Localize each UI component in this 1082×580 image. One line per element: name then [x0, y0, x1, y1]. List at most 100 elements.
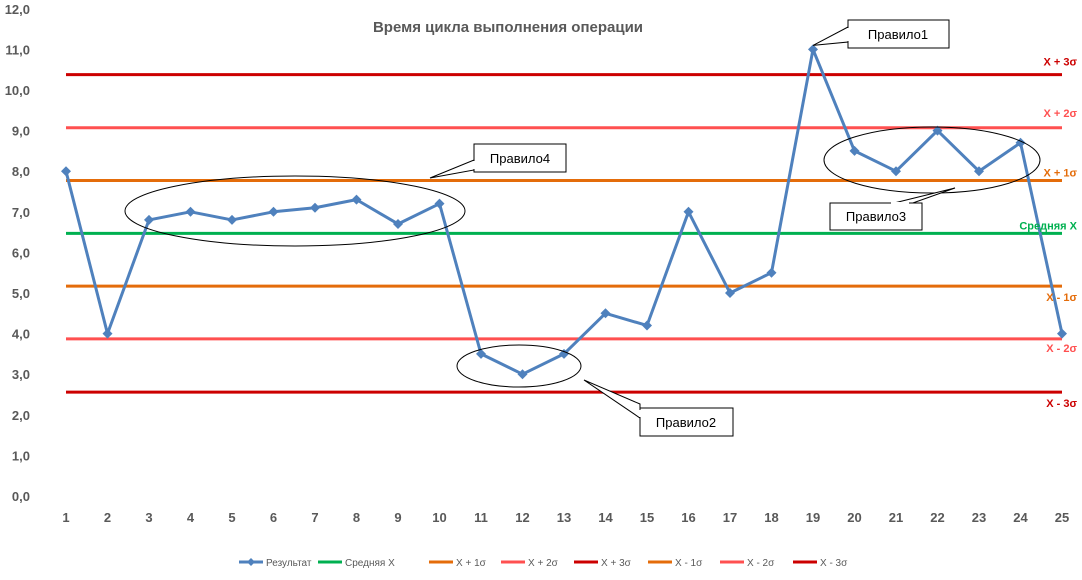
data-point [227, 214, 237, 225]
x-tick-label: 13 [557, 510, 571, 525]
legend-label: X - 1σ [675, 558, 703, 569]
data-point [185, 206, 196, 217]
x-tick-label: 5 [228, 510, 235, 525]
limit-label: X + 2σ [1043, 108, 1077, 120]
data-point [683, 206, 694, 217]
data-point [932, 125, 943, 136]
y-tick-label: 10,0 [5, 83, 30, 98]
x-axis: 1 2 3 4 5 6 7 8 9 10 11 12 13 14 15 16 17 18 19 20 21 22 23 24 2… [62, 510, 1069, 525]
callout-box [639, 407, 734, 437]
x-tick-label: 11 [474, 510, 488, 525]
x-tick-label: 19 [806, 510, 820, 525]
x-tick-label: 20 [847, 510, 861, 525]
data-point [808, 44, 818, 55]
x-tick-label: 25 [1055, 510, 1069, 525]
data-point [600, 308, 611, 319]
y-tick-label: 11,0 [5, 42, 30, 57]
limit-label: Средняя X [1019, 220, 1077, 232]
legend-label: X + 2σ [528, 558, 559, 569]
data-point [434, 198, 445, 209]
data-point [144, 214, 154, 225]
data-point [891, 166, 901, 177]
data-point [268, 206, 279, 217]
callout-label-rule4: Правило4 [490, 151, 550, 166]
y-tick-label: 5,0 [12, 286, 30, 301]
data-point [351, 194, 362, 205]
annotation-ellipse [456, 344, 582, 388]
limit-label: X + 1σ [1043, 168, 1077, 180]
legend: Результат Средняя X X + 1σ X + 2σ X + 3σ X - … [239, 558, 848, 569]
legend-label: X - 3σ [820, 558, 848, 569]
x-tick-label: 7 [311, 510, 318, 525]
rule-annotations: Правило1 Правило2 Правило3 Правило4 [124, 19, 1041, 437]
x-tick-label: 3 [145, 510, 152, 525]
data-point [476, 348, 486, 359]
legend-label: X + 3σ [601, 558, 632, 569]
data-point [102, 328, 113, 339]
callout-label-rule3: Правило3 [846, 209, 906, 224]
limit-label: X - 2σ [1046, 343, 1077, 355]
callout-box [829, 202, 923, 231]
x-tick-label: 12 [515, 510, 529, 525]
control-limit-lines [66, 73, 1062, 394]
x-tick-label: 6 [270, 510, 277, 525]
callout-box [473, 143, 567, 173]
y-tick-label: 7,0 [12, 205, 30, 220]
x-tick-label: 4 [187, 510, 195, 525]
x-tick-label: 1 [62, 510, 69, 525]
x-tick-label: 9 [394, 510, 401, 525]
y-tick-label: 0,0 [12, 489, 30, 504]
y-tick-label: 12,0 [5, 2, 30, 17]
callout-label-rule1: Правило1 [868, 27, 928, 42]
annotation-ellipse [823, 126, 1041, 194]
y-axis: 0,0 1,0 2,0 3,0 4,0 5,0 6,0 7,0 8,0 9,0 10,0 11,0 12… [5, 2, 30, 504]
y-tick-label: 6,0 [12, 245, 30, 260]
data-point [642, 320, 652, 331]
data-point [61, 166, 71, 177]
y-tick-label: 9,0 [12, 124, 30, 139]
callout-label-rule2: Правило2 [656, 415, 716, 430]
x-tick-label: 17 [723, 510, 737, 525]
legend-label: Средняя X [345, 558, 395, 569]
x-tick-label: 16 [681, 510, 695, 525]
annotation-ellipse [124, 175, 466, 247]
data-point [725, 288, 735, 298]
data-point [310, 202, 320, 213]
x-tick-label: 22 [930, 510, 944, 525]
x-tick-label: 2 [104, 510, 111, 525]
limit-label: X + 3σ [1043, 57, 1077, 69]
legend-marker [247, 558, 255, 566]
legend-label: X + 1σ [456, 558, 487, 569]
data-point [559, 348, 569, 359]
data-point [766, 267, 777, 278]
callout-tail [812, 26, 849, 46]
limit-label: X - 3σ [1046, 398, 1077, 410]
control-limit-labels: Средняя X X + 1σ X + 2σ X + 3σ X - 1σ X - 2σ X… [1019, 57, 1077, 410]
data-point [517, 369, 528, 380]
legend-label: X - 2σ [747, 558, 775, 569]
callout-tail [889, 187, 956, 205]
x-tick-label: 14 [598, 510, 613, 525]
callout-box [847, 19, 950, 49]
callout-tail [583, 379, 641, 419]
data-point [974, 166, 984, 177]
y-tick-label: 4,0 [12, 327, 30, 342]
data-point [849, 145, 860, 156]
x-tick-label: 24 [1013, 510, 1028, 525]
x-tick-label: 10 [432, 510, 446, 525]
data-point [1057, 328, 1067, 339]
callout-tail [429, 159, 475, 179]
data-point [393, 218, 403, 229]
x-tick-label: 21 [889, 510, 903, 525]
x-tick-label: 18 [764, 510, 778, 525]
y-tick-label: 1,0 [12, 448, 30, 463]
limit-label: X - 1σ [1046, 292, 1077, 304]
chart-title: Время цикла выполнения операции [373, 19, 643, 36]
y-tick-label: 8,0 [12, 164, 30, 179]
x-tick-label: 15 [640, 510, 654, 525]
x-tick-label: 8 [353, 510, 360, 525]
y-tick-label: 2,0 [12, 408, 30, 423]
legend-label: Результат [266, 558, 312, 569]
